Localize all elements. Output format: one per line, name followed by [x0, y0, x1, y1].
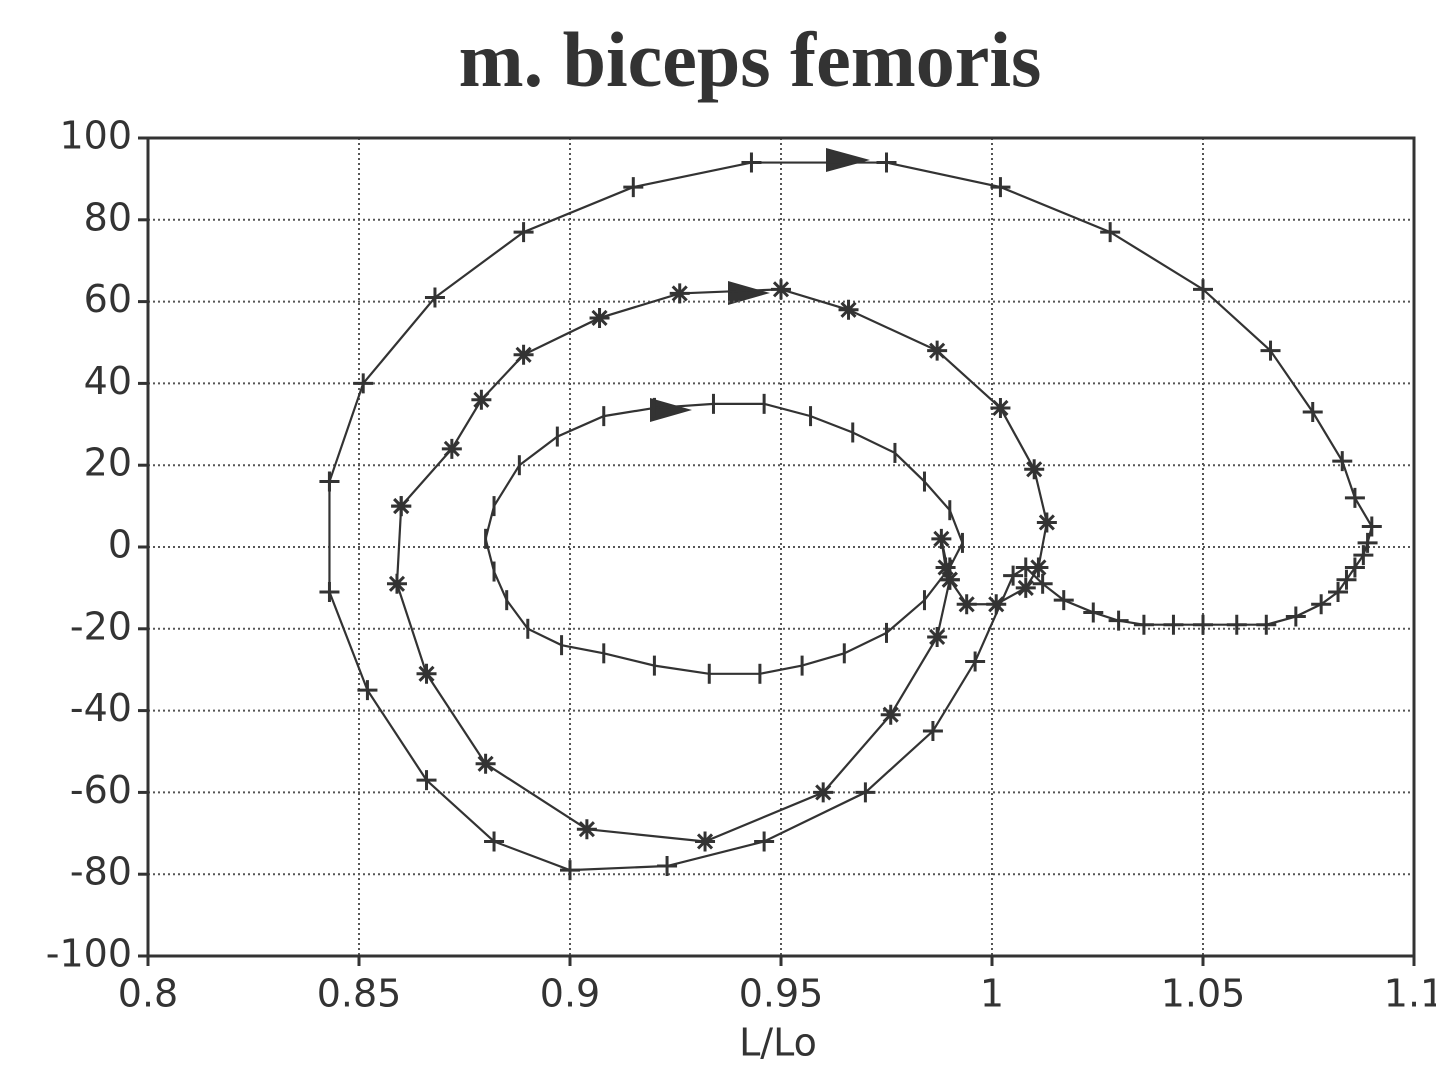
x-tick-label: 1	[980, 972, 1004, 1016]
data-point	[471, 389, 492, 410]
data-point	[1100, 222, 1121, 243]
data-point	[741, 152, 762, 173]
data-point	[838, 299, 859, 320]
data-point	[357, 680, 378, 701]
x-tick-label: 1.05	[1161, 972, 1246, 1016]
y-tick-label: -60	[70, 768, 132, 812]
y-tick-label: -20	[70, 604, 132, 648]
data-point	[391, 496, 412, 517]
data-point	[927, 626, 948, 647]
data-point	[754, 831, 775, 852]
y-tick-label: -80	[70, 850, 132, 894]
data-point	[560, 860, 580, 881]
x-tick-label: 0.8	[118, 972, 178, 1016]
data-point	[1260, 340, 1281, 361]
data-point	[956, 594, 977, 615]
x-tick-label: 0.95	[739, 972, 824, 1016]
data-point	[657, 856, 678, 877]
data-point	[1108, 610, 1129, 631]
data-point	[424, 287, 445, 308]
y-tick-label: -40	[70, 686, 132, 730]
data-point	[695, 831, 716, 852]
y-tick-label: 40	[84, 359, 132, 403]
data-point	[416, 663, 437, 684]
data-point	[922, 721, 943, 742]
chart-title: m. biceps femoris	[459, 16, 1042, 103]
data-point	[986, 594, 1007, 615]
data-point	[623, 177, 644, 198]
data-point	[1361, 516, 1382, 537]
data-point	[441, 438, 462, 459]
data-point	[1193, 279, 1213, 300]
data-point	[1285, 606, 1306, 627]
data-point	[484, 831, 505, 852]
y-tick-label: 20	[84, 441, 132, 485]
data-point	[1024, 459, 1045, 480]
data-point	[1344, 487, 1365, 508]
data-point	[1332, 451, 1353, 472]
direction-arrow	[826, 148, 870, 172]
direction-arrow	[650, 398, 692, 422]
y-tick-label: 0	[108, 523, 132, 567]
data-point	[1003, 565, 1024, 586]
data-point	[876, 152, 897, 173]
data-point	[927, 340, 948, 361]
series-line	[328, 161, 1373, 872]
data-point	[319, 471, 340, 492]
data-point	[1353, 545, 1374, 566]
x-axis-label: L/Lo	[739, 1021, 817, 1065]
series-line	[484, 402, 964, 675]
data-point	[386, 573, 407, 594]
data-point	[813, 782, 834, 803]
y-tick-label: 80	[84, 195, 132, 239]
data-point	[513, 222, 534, 243]
data-point	[855, 782, 876, 803]
data-point	[1344, 557, 1365, 578]
data-point	[1256, 614, 1277, 635]
plot-frame	[146, 136, 1416, 958]
data-point	[965, 651, 986, 672]
data-point	[990, 397, 1011, 418]
data-point	[880, 704, 901, 725]
data-point	[771, 279, 791, 300]
data-point	[935, 557, 956, 578]
y-tick-label: 60	[84, 277, 132, 321]
data-point	[1133, 614, 1154, 635]
data-point	[1357, 532, 1378, 553]
data-point	[1083, 602, 1104, 623]
data-point	[669, 283, 690, 304]
data-point	[1226, 614, 1247, 635]
y-tick-label: 100	[59, 114, 132, 158]
data-point	[990, 177, 1011, 198]
data-point	[475, 753, 496, 774]
data-point	[931, 528, 952, 549]
data-point	[319, 581, 340, 602]
y-tick-label: -100	[46, 932, 132, 976]
data-point	[1336, 569, 1357, 590]
data-point	[1053, 590, 1074, 611]
data-point	[1328, 581, 1349, 602]
x-tick-label: 1.1	[1384, 972, 1436, 1016]
data-point	[1032, 573, 1053, 594]
data-point	[1028, 557, 1049, 578]
data-point	[939, 569, 960, 590]
x-tick-label: 0.85	[317, 972, 402, 1016]
data-point	[513, 344, 534, 365]
data-point	[589, 307, 610, 328]
data-point	[416, 770, 437, 791]
data-point	[353, 373, 374, 394]
data-point	[1015, 577, 1036, 598]
direction-arrow	[728, 281, 770, 305]
data-point	[1302, 402, 1323, 423]
data-point	[1036, 512, 1057, 533]
data-point	[1163, 614, 1184, 635]
data-point	[1193, 614, 1213, 635]
x-tick-label: 0.9	[540, 972, 600, 1016]
data-point	[576, 819, 597, 840]
data-point	[1311, 594, 1332, 615]
